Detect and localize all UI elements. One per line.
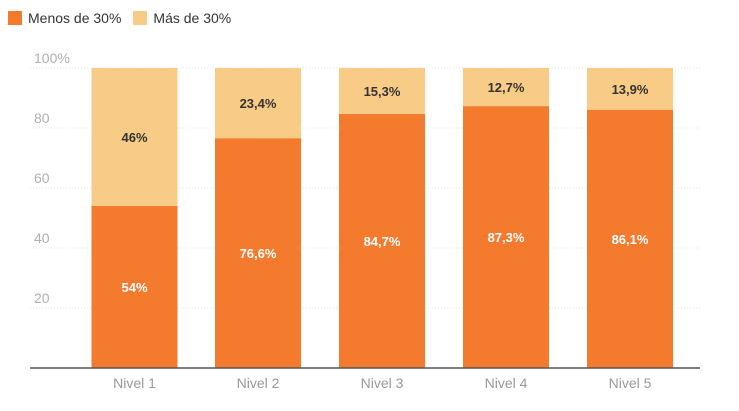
legend-label-menos: Menos de 30%: [28, 10, 122, 26]
x-tick-label: Nivel 1: [113, 375, 156, 391]
legend-swatch-mas: [133, 11, 148, 25]
legend-swatch-menos: [8, 11, 22, 25]
bar-segment-mas: [215, 68, 301, 139]
bar-segment-mas: [339, 68, 425, 114]
data-label: 15,3%: [364, 84, 401, 99]
data-label: 23,4%: [240, 96, 277, 111]
y-tick-label: 100%: [34, 50, 70, 66]
data-label: 84,7%: [364, 234, 401, 249]
data-label: 12,7%: [488, 80, 525, 95]
bar-segment-mas: [463, 68, 549, 107]
data-label: 86,1%: [612, 232, 649, 247]
data-label: 13,9%: [612, 82, 649, 97]
x-tick-label: Nivel 5: [609, 375, 652, 391]
bar-segment-menos: [91, 206, 178, 368]
data-label: 54%: [121, 280, 147, 295]
data-label: 76,6%: [240, 246, 277, 261]
x-tick-label: Nivel 4: [485, 375, 528, 391]
legend: Menos de 30% Más de 30%: [8, 10, 243, 26]
bar-segment-mas: [91, 68, 178, 206]
bar-segment-menos: [463, 106, 549, 368]
y-tick-label: 80: [34, 110, 50, 126]
x-tick-label: Nivel 3: [361, 375, 404, 391]
legend-item-mas: Más de 30%: [133, 10, 231, 26]
bar-segment-menos: [215, 138, 301, 368]
legend-item-menos: Menos de 30%: [8, 10, 121, 26]
legend-label-mas: Más de 30%: [153, 10, 232, 26]
y-tick-label: 40: [34, 230, 50, 246]
bar-segment-menos: [587, 109, 673, 368]
bar-segment-menos: [339, 113, 425, 369]
x-tick-label: Nivel 2: [237, 375, 280, 391]
data-label: 46%: [121, 130, 147, 145]
bar-segment-mas: [587, 68, 673, 110]
y-tick-label: 60: [34, 170, 50, 186]
y-tick-label: 20: [34, 290, 50, 306]
data-label: 87,3%: [488, 230, 525, 245]
